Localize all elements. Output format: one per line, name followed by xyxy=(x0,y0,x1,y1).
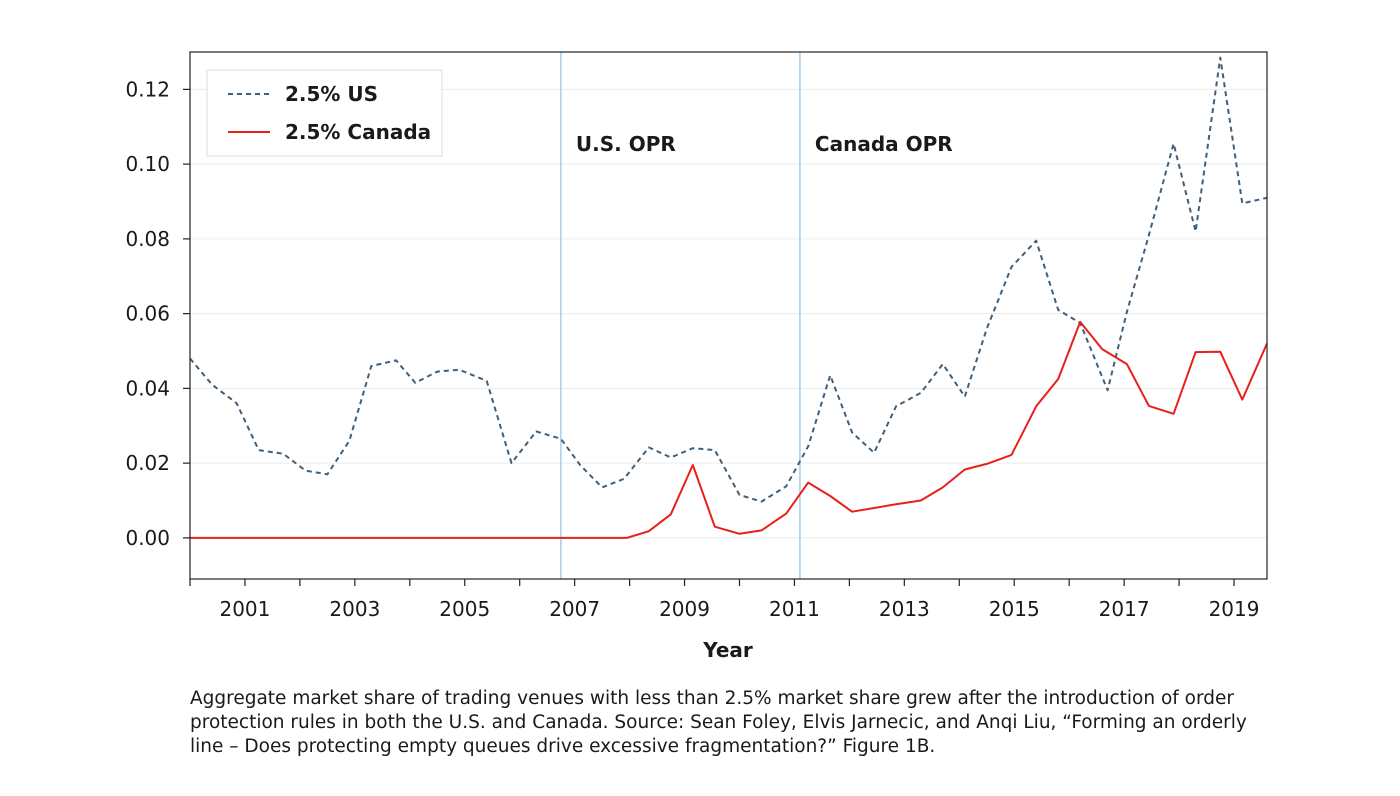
y-tick-label: 0.04 xyxy=(125,376,170,400)
y-tick-label: 0.10 xyxy=(125,152,170,176)
x-tick-label: 2013 xyxy=(879,597,930,621)
x-tick-label: 2015 xyxy=(989,597,1040,621)
x-axis: 2001 2003 2005 2007 2009 2011 2013 2015 2017 2019 xyxy=(189,579,1260,621)
legend-label-us: 2.5% US xyxy=(285,82,378,106)
legend-label-canada: 2.5% Canada xyxy=(285,120,431,144)
x-tick-label: 2001 xyxy=(219,597,270,621)
x-tick-label: 2005 xyxy=(439,597,490,621)
y-axis: 0.00 0.02 0.04 0.06 0.08 0.10 0.12 xyxy=(125,77,190,550)
annotation-label: U.S. OPR xyxy=(576,132,676,156)
y-tick-label: 0.00 xyxy=(125,526,170,550)
line-chart: U.S. OPR Canada OPR 2001 2003 2005 2007 2009 2… xyxy=(125,51,1268,662)
y-tick-label: 0.08 xyxy=(125,227,170,251)
series-lines xyxy=(189,56,1268,539)
legend: 2.5% US 2.5% Canada xyxy=(206,69,443,157)
series-line-canada xyxy=(190,320,1268,539)
y-tick-label: 0.02 xyxy=(125,451,170,475)
x-tick-label: 2009 xyxy=(659,597,710,621)
annotation-lines: U.S. OPR Canada OPR xyxy=(560,52,953,579)
x-axis-label: Year xyxy=(702,638,753,662)
x-tick-label: 2003 xyxy=(329,597,380,621)
legend-box xyxy=(206,69,443,157)
y-tick-label: 0.06 xyxy=(125,302,170,326)
x-tick-label: 2017 xyxy=(1099,597,1150,621)
gridlines xyxy=(190,88,1267,539)
x-tick-label: 2007 xyxy=(549,597,600,621)
x-tick-label: 2019 xyxy=(1209,597,1260,621)
plot-frame xyxy=(189,51,1268,580)
figure-caption: Aggregate market share of trading venues… xyxy=(190,688,1247,757)
y-tick-label: 0.12 xyxy=(125,77,170,101)
annotation-label: Canada OPR xyxy=(815,132,953,156)
x-tick-label: 2011 xyxy=(769,597,820,621)
